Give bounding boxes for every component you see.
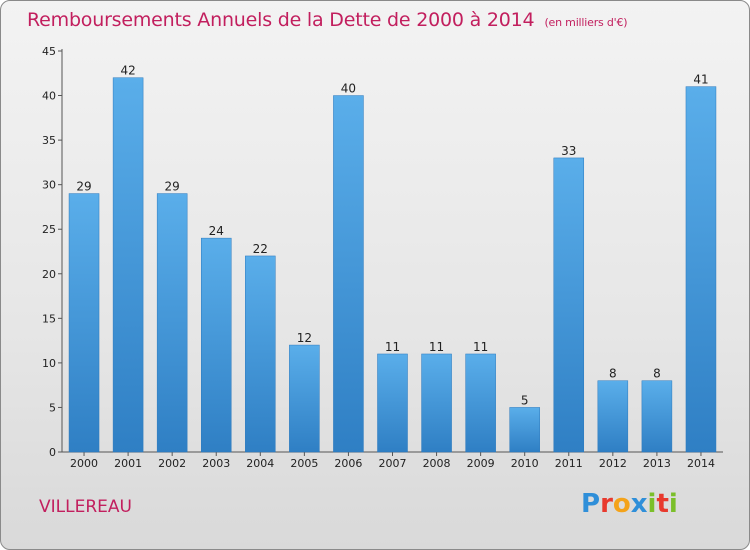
x-tick-label: 2003 bbox=[202, 457, 230, 470]
y-tick-label: 40 bbox=[42, 90, 56, 103]
bar bbox=[377, 353, 408, 453]
logo-letter: i bbox=[647, 489, 657, 519]
logo-letter: r bbox=[600, 489, 613, 519]
y-tick-label: 0 bbox=[49, 446, 56, 459]
proxiti-logo: Proxiti bbox=[581, 489, 678, 519]
x-tick-label: 2014 bbox=[687, 457, 715, 470]
y-tick-label: 20 bbox=[42, 268, 56, 281]
x-tick-label: 2011 bbox=[555, 457, 583, 470]
bar bbox=[685, 86, 717, 453]
y-tick-label: 35 bbox=[42, 134, 56, 147]
x-tick-label: 2004 bbox=[246, 457, 274, 470]
data-label: 12 bbox=[297, 331, 312, 345]
x-tick-label: 2007 bbox=[379, 457, 407, 470]
data-label: 8 bbox=[653, 367, 661, 381]
data-label: 41 bbox=[693, 73, 708, 87]
bar bbox=[68, 193, 100, 453]
y-tick-label: 15 bbox=[42, 312, 56, 325]
logo-letter: i bbox=[668, 489, 678, 519]
chart-title-text: Remboursements Annuels de la Dette de 20… bbox=[27, 9, 535, 31]
bar bbox=[333, 95, 364, 453]
data-label: 11 bbox=[473, 340, 488, 354]
data-label: 8 bbox=[609, 367, 617, 381]
x-tick-label: 2000 bbox=[70, 457, 98, 470]
bars-layer bbox=[68, 77, 717, 453]
x-tick-label: 2013 bbox=[643, 457, 671, 470]
bar bbox=[641, 380, 673, 453]
logo-letter: o bbox=[612, 489, 631, 519]
x-tick-label: 2005 bbox=[290, 457, 318, 470]
x-tick-label: 2008 bbox=[423, 457, 451, 470]
bar bbox=[509, 407, 540, 453]
logo-letter: t bbox=[656, 489, 669, 519]
data-label: 5 bbox=[521, 393, 529, 407]
data-label: 11 bbox=[385, 340, 400, 354]
y-tick-label: 25 bbox=[42, 223, 56, 236]
chart-title: Remboursements Annuels de la Dette de 20… bbox=[27, 9, 628, 31]
bar bbox=[112, 77, 144, 453]
data-label: 22 bbox=[253, 242, 268, 256]
x-tick-label: 2002 bbox=[158, 457, 186, 470]
x-tick-label: 2009 bbox=[467, 457, 495, 470]
bar bbox=[245, 255, 276, 453]
x-tick-label: 2010 bbox=[511, 457, 539, 470]
bar bbox=[553, 157, 585, 453]
y-tick-label: 30 bbox=[42, 179, 56, 192]
data-label: 29 bbox=[76, 180, 91, 194]
data-label: 33 bbox=[561, 144, 576, 158]
bar bbox=[597, 380, 629, 453]
chart-subtitle: (en milliers d'€) bbox=[544, 16, 628, 29]
logo-letter: x bbox=[630, 489, 648, 519]
data-label: 29 bbox=[165, 180, 180, 194]
labels-layer: 2000 29 2001 42 2002 29 2003 24 2004 22 2005 12 2006… bbox=[70, 64, 715, 470]
data-label: 40 bbox=[341, 82, 356, 96]
x-tick-label: 2006 bbox=[334, 457, 362, 470]
bar bbox=[465, 353, 496, 453]
bar bbox=[289, 344, 320, 453]
bar bbox=[156, 193, 188, 453]
x-tick-label: 2001 bbox=[114, 457, 142, 470]
commune-name: VILLEREAU bbox=[39, 497, 132, 517]
bar bbox=[200, 237, 232, 453]
y-tick-label: 45 bbox=[42, 45, 56, 58]
bar bbox=[421, 353, 452, 453]
y-tick-label: 10 bbox=[42, 357, 56, 370]
data-label: 24 bbox=[209, 224, 224, 238]
data-label: 42 bbox=[120, 64, 135, 78]
logo-letter: P bbox=[581, 489, 601, 519]
x-tick-label: 2012 bbox=[599, 457, 627, 470]
data-label: 11 bbox=[429, 340, 444, 354]
y-tick-label: 5 bbox=[49, 401, 56, 414]
